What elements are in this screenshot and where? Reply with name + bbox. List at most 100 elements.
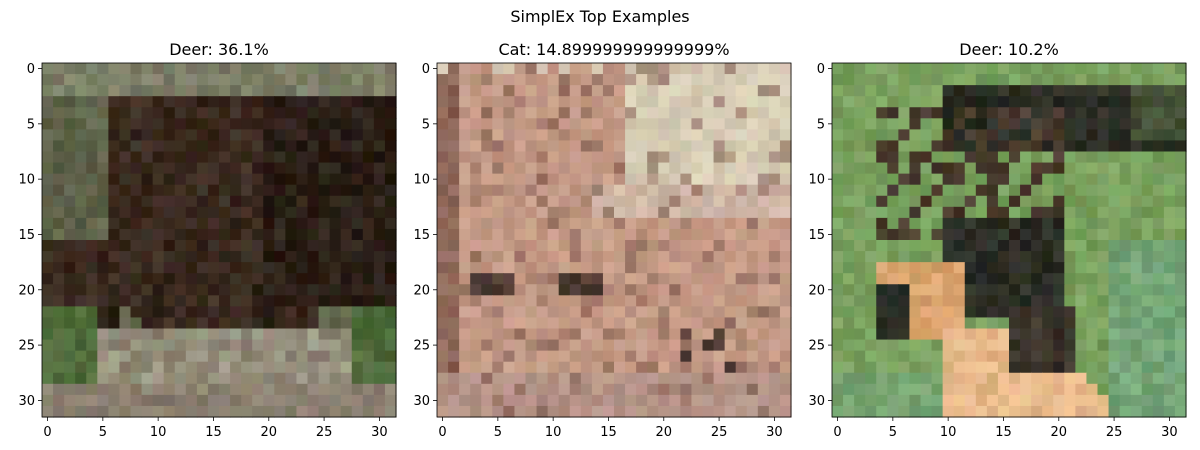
image-pixel xyxy=(64,85,76,97)
image-pixel xyxy=(459,405,471,418)
image-pixel xyxy=(746,118,759,130)
image-pixel xyxy=(625,118,637,130)
image-pixel xyxy=(252,206,264,219)
image-pixel xyxy=(185,383,198,396)
image-pixel xyxy=(448,251,460,263)
image-pixel xyxy=(514,107,527,119)
image-pixel xyxy=(437,372,449,385)
y-tick-label: 20 xyxy=(413,283,430,298)
image-pixel xyxy=(448,217,460,230)
image-pixel xyxy=(854,195,866,208)
image-pixel xyxy=(241,96,253,108)
image-pixel xyxy=(975,195,988,208)
image-pixel xyxy=(953,295,966,307)
image-pixel xyxy=(362,74,375,86)
image-pixel xyxy=(591,85,604,97)
image-pixel xyxy=(724,284,737,296)
image-pixel xyxy=(263,251,275,263)
image-pixel xyxy=(64,284,76,296)
image-pixel xyxy=(580,74,593,86)
image-pixel xyxy=(1009,251,1021,263)
image-pixel xyxy=(1097,372,1110,385)
image-pixel xyxy=(602,217,615,230)
image-pixel xyxy=(459,394,471,407)
image-pixel xyxy=(362,350,375,363)
image-pixel xyxy=(1064,63,1076,75)
image-pixel xyxy=(1174,295,1187,307)
image-pixel xyxy=(296,228,309,241)
image-pixel xyxy=(362,394,375,407)
image-pixel xyxy=(547,350,560,363)
image-pixel xyxy=(1097,85,1110,97)
image-pixel xyxy=(1020,162,1032,175)
image-pixel xyxy=(1152,361,1165,374)
image-pixel xyxy=(207,251,220,263)
image-pixel xyxy=(274,295,286,307)
image-pixel xyxy=(492,228,504,241)
image-pixel xyxy=(832,63,844,75)
image-pixel xyxy=(779,195,792,208)
image-pixel xyxy=(481,63,493,75)
image-pixel xyxy=(481,96,493,108)
image-pixel xyxy=(547,217,560,230)
image-pixel xyxy=(329,107,342,119)
image-pixel xyxy=(1042,85,1054,97)
image-pixel xyxy=(437,107,449,119)
image-pixel xyxy=(1108,306,1121,319)
image-pixel xyxy=(1031,107,1043,119)
image-pixel xyxy=(1009,394,1021,407)
image-pixel xyxy=(163,361,176,374)
image-pixel xyxy=(174,195,187,208)
image-pixel xyxy=(307,206,320,219)
image-pixel xyxy=(536,151,549,164)
image-pixel xyxy=(536,350,549,363)
image-pixel xyxy=(591,372,604,385)
image-pixel xyxy=(1009,350,1021,363)
image-pixel xyxy=(86,361,98,374)
image-pixel xyxy=(470,173,482,186)
image-pixel xyxy=(86,394,98,407)
image-pixel xyxy=(362,151,375,164)
image-pixel xyxy=(42,361,54,374)
image-pixel xyxy=(1053,383,1065,396)
image-pixel xyxy=(1152,328,1165,341)
image-pixel xyxy=(865,405,877,418)
image-pixel xyxy=(625,240,637,252)
image-pixel xyxy=(108,317,121,330)
image-pixel xyxy=(602,63,615,75)
image-pixel xyxy=(680,85,693,97)
image-pixel xyxy=(263,372,275,385)
image-pixel xyxy=(64,217,76,230)
image-pixel xyxy=(843,273,855,285)
image-pixel xyxy=(108,173,121,186)
image-pixel xyxy=(986,85,999,97)
image-pixel xyxy=(1053,63,1065,75)
image-pixel xyxy=(86,96,98,108)
image-pixel xyxy=(876,328,888,341)
image-pixel xyxy=(241,184,253,197)
image-pixel xyxy=(1009,140,1021,153)
image-pixel xyxy=(614,151,626,164)
image-pixel xyxy=(448,350,460,363)
image-pixel xyxy=(340,195,353,208)
image-pixel xyxy=(931,251,944,263)
image-pixel xyxy=(230,339,242,352)
image-pixel xyxy=(481,350,493,363)
image-pixel xyxy=(1141,129,1154,142)
image-pixel xyxy=(296,217,309,230)
image-pixel xyxy=(1130,317,1143,330)
image-pixel xyxy=(481,262,493,274)
image-pixel xyxy=(285,129,298,142)
image-pixel xyxy=(768,372,781,385)
image-pixel xyxy=(174,63,187,75)
image-pixel xyxy=(1031,96,1043,108)
image-pixel xyxy=(975,284,988,296)
image-pixel xyxy=(536,162,549,175)
image-pixel xyxy=(691,295,704,307)
image-pixel xyxy=(97,151,109,164)
image-pixel xyxy=(876,262,888,274)
image-pixel xyxy=(492,184,504,197)
image-pixel xyxy=(196,328,209,341)
image-pixel xyxy=(1119,284,1132,296)
image-pixel xyxy=(86,339,98,352)
